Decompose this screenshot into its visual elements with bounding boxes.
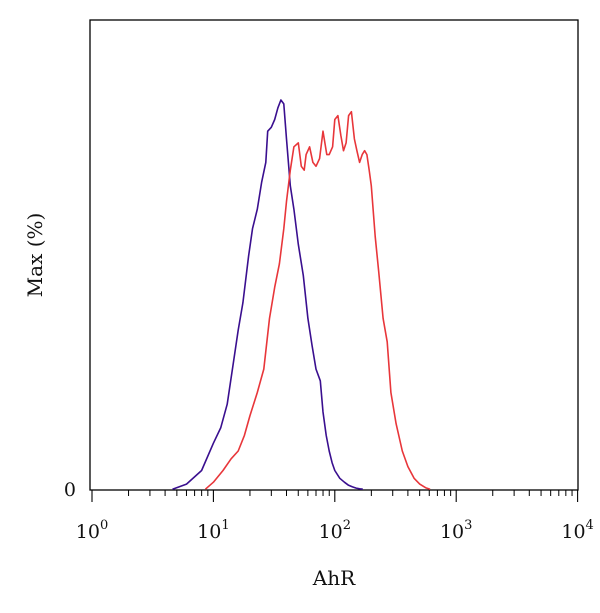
- x-tick-labels: 100 101 102 103 104: [76, 518, 594, 543]
- series-line-1: [172, 99, 363, 490]
- x-tick-label: 101: [197, 518, 229, 543]
- series-layer: [172, 99, 431, 490]
- y-tick-label: 0: [64, 479, 76, 501]
- x-major-ticks: [91, 490, 579, 502]
- series-line-2: [204, 110, 431, 490]
- x-tick-label: 102: [319, 518, 351, 543]
- x-tick-label: 104: [561, 518, 593, 543]
- y-axis-label: Max (%): [23, 213, 47, 298]
- x-tick-label: 100: [76, 518, 108, 543]
- x-tick-label: 103: [440, 518, 472, 543]
- plot-frame: [89, 19, 579, 491]
- y-tick-labels: 0: [64, 479, 76, 501]
- x-minor-ticks: [128, 490, 573, 496]
- x-axis-label: AhR: [312, 566, 356, 590]
